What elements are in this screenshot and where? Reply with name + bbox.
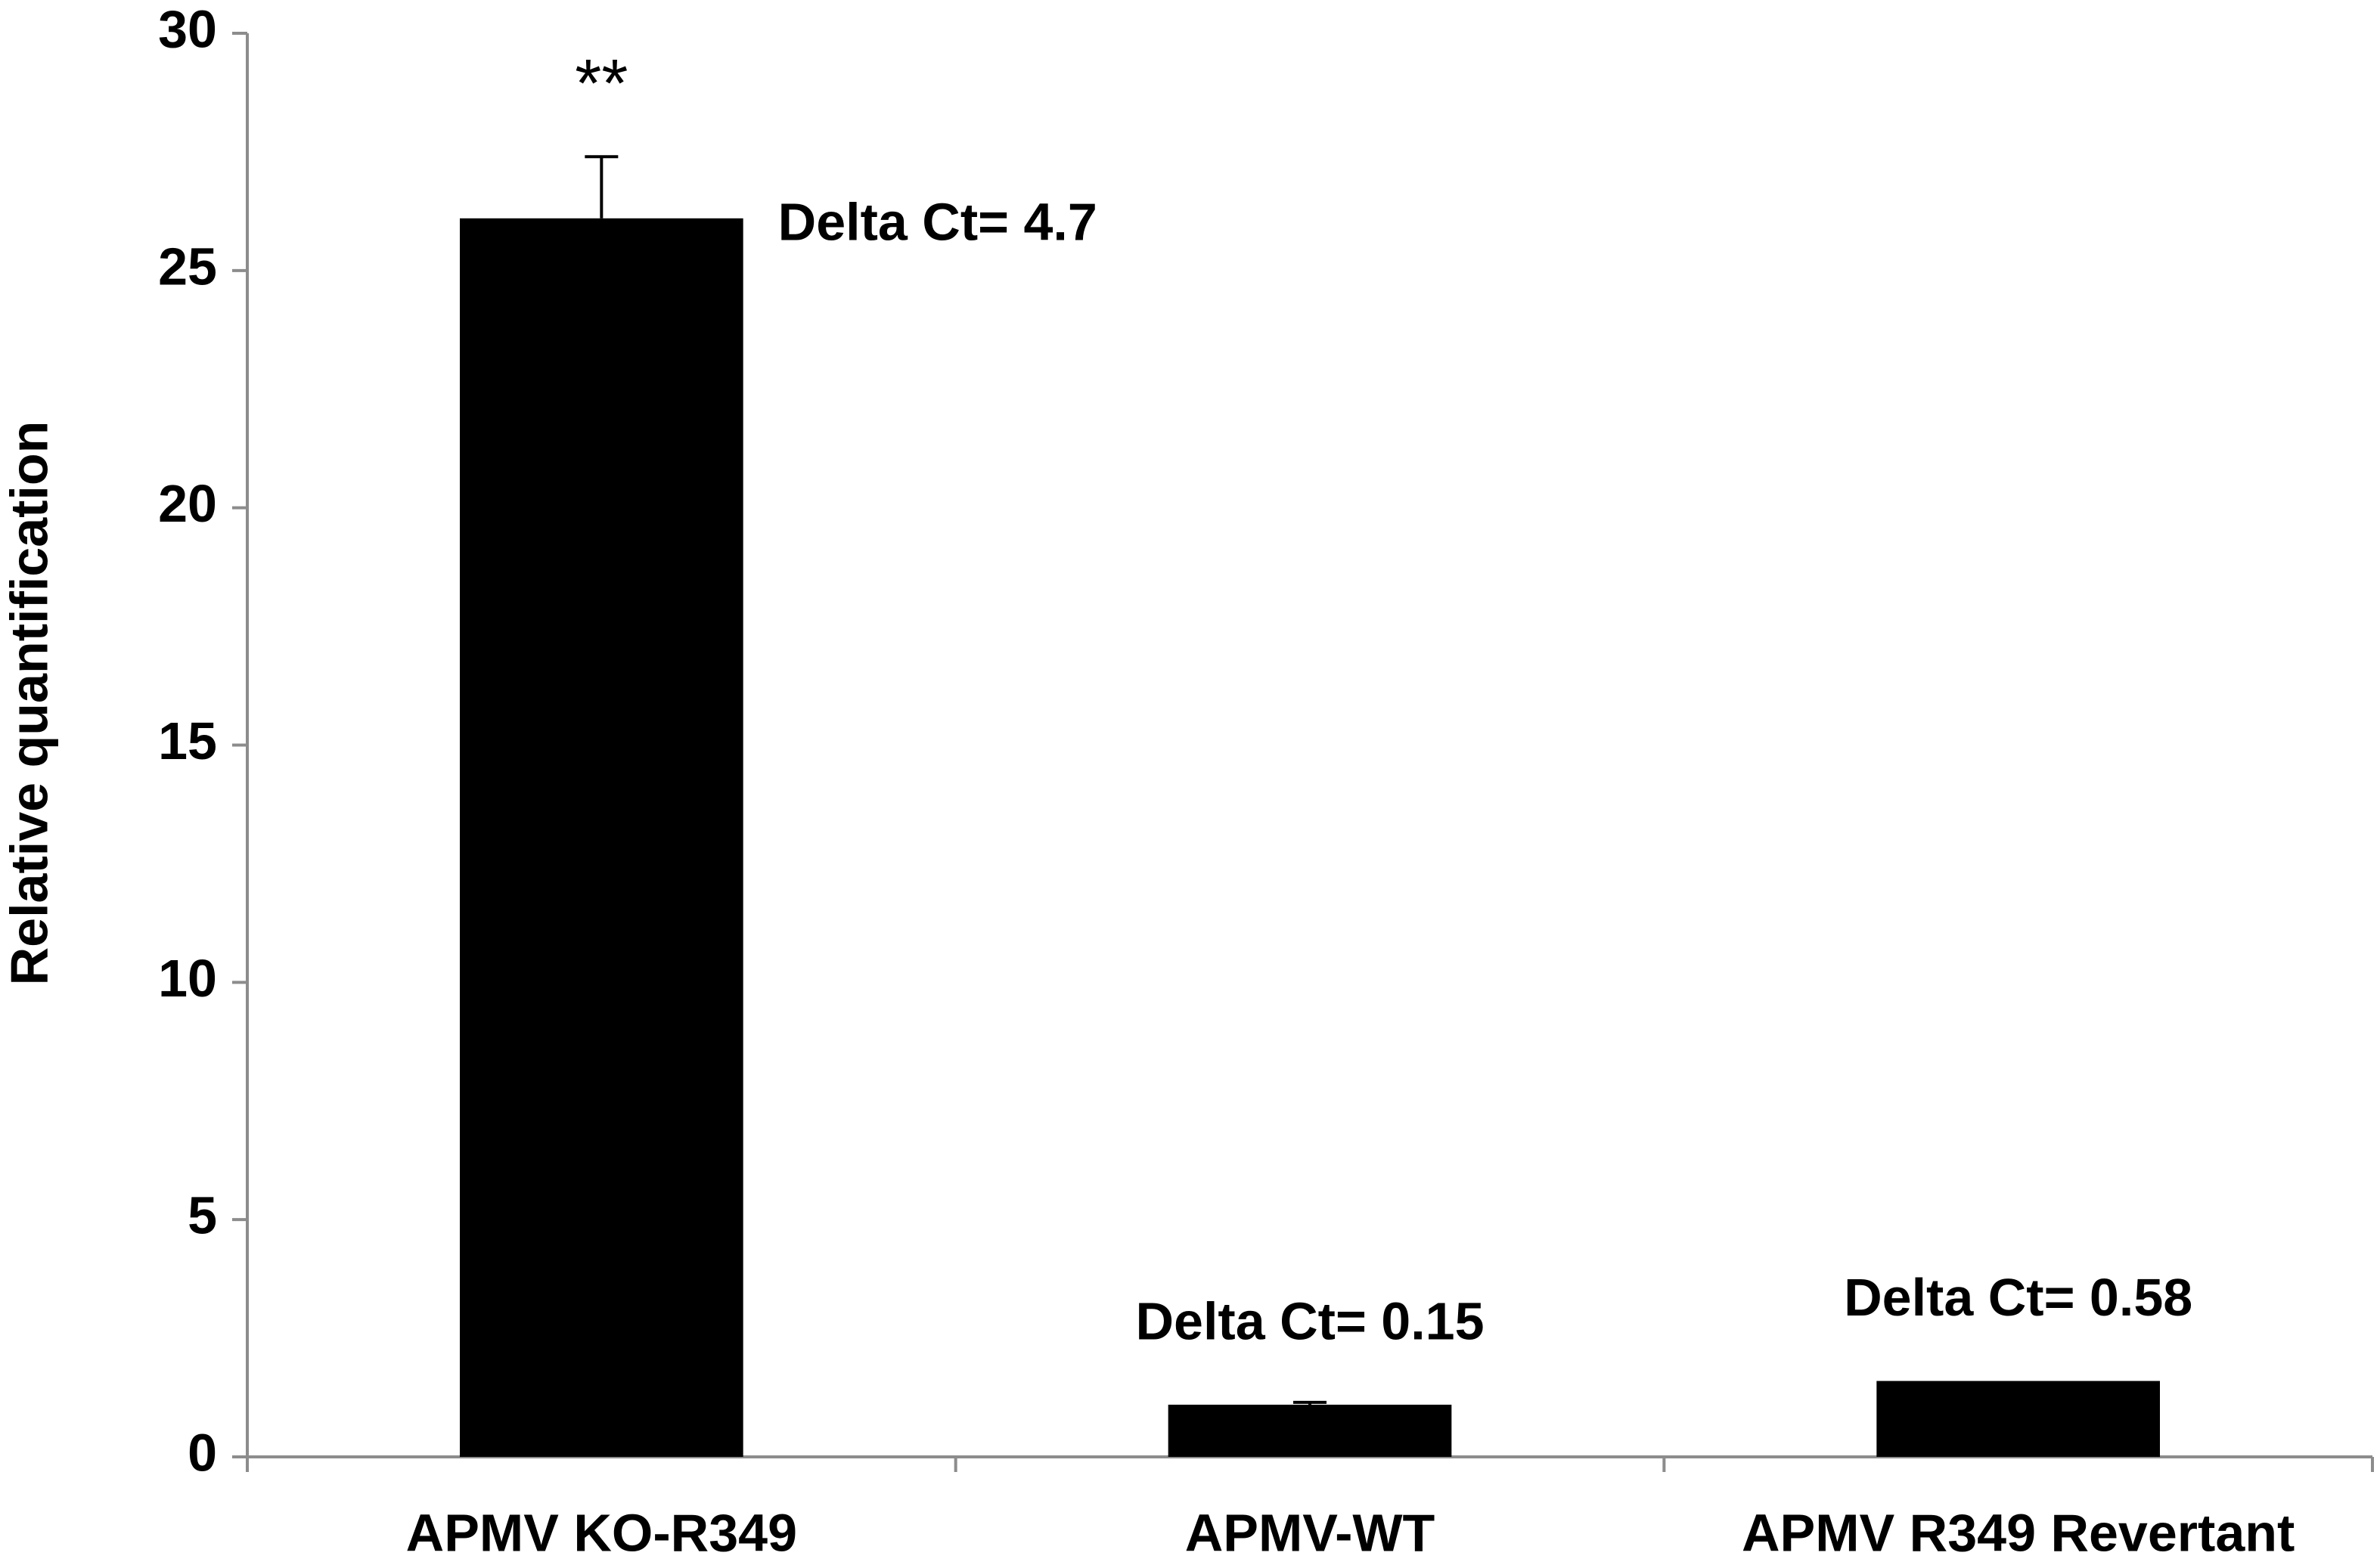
x-tick-label: APMV KO-R349 (406, 1503, 797, 1562)
y-tick-label: 15 (158, 711, 217, 770)
y-tick-label: 10 (158, 949, 217, 1008)
y-tick-label: 30 (158, 0, 217, 58)
bar (460, 218, 743, 1457)
y-tick-label: 20 (158, 474, 217, 533)
annotation: Delta Ct= 0.58 (1844, 1268, 2192, 1327)
bar (1168, 1404, 1452, 1457)
y-tick-label: 5 (188, 1186, 217, 1245)
bar (1876, 1381, 2160, 1457)
y-axis-label: Relative quantification (0, 421, 58, 986)
x-tick-label: APMV-WT (1185, 1503, 1435, 1562)
y-tick-label: 25 (158, 237, 217, 296)
annotation: Delta Ct= 4.7 (778, 192, 1097, 251)
y-tick-label: 0 (188, 1423, 217, 1482)
significance-label: ** (575, 46, 628, 122)
x-tick-label: APMV R349 Revertant (1742, 1503, 2295, 1562)
annotation: Delta Ct= 0.15 (1135, 1291, 1484, 1350)
